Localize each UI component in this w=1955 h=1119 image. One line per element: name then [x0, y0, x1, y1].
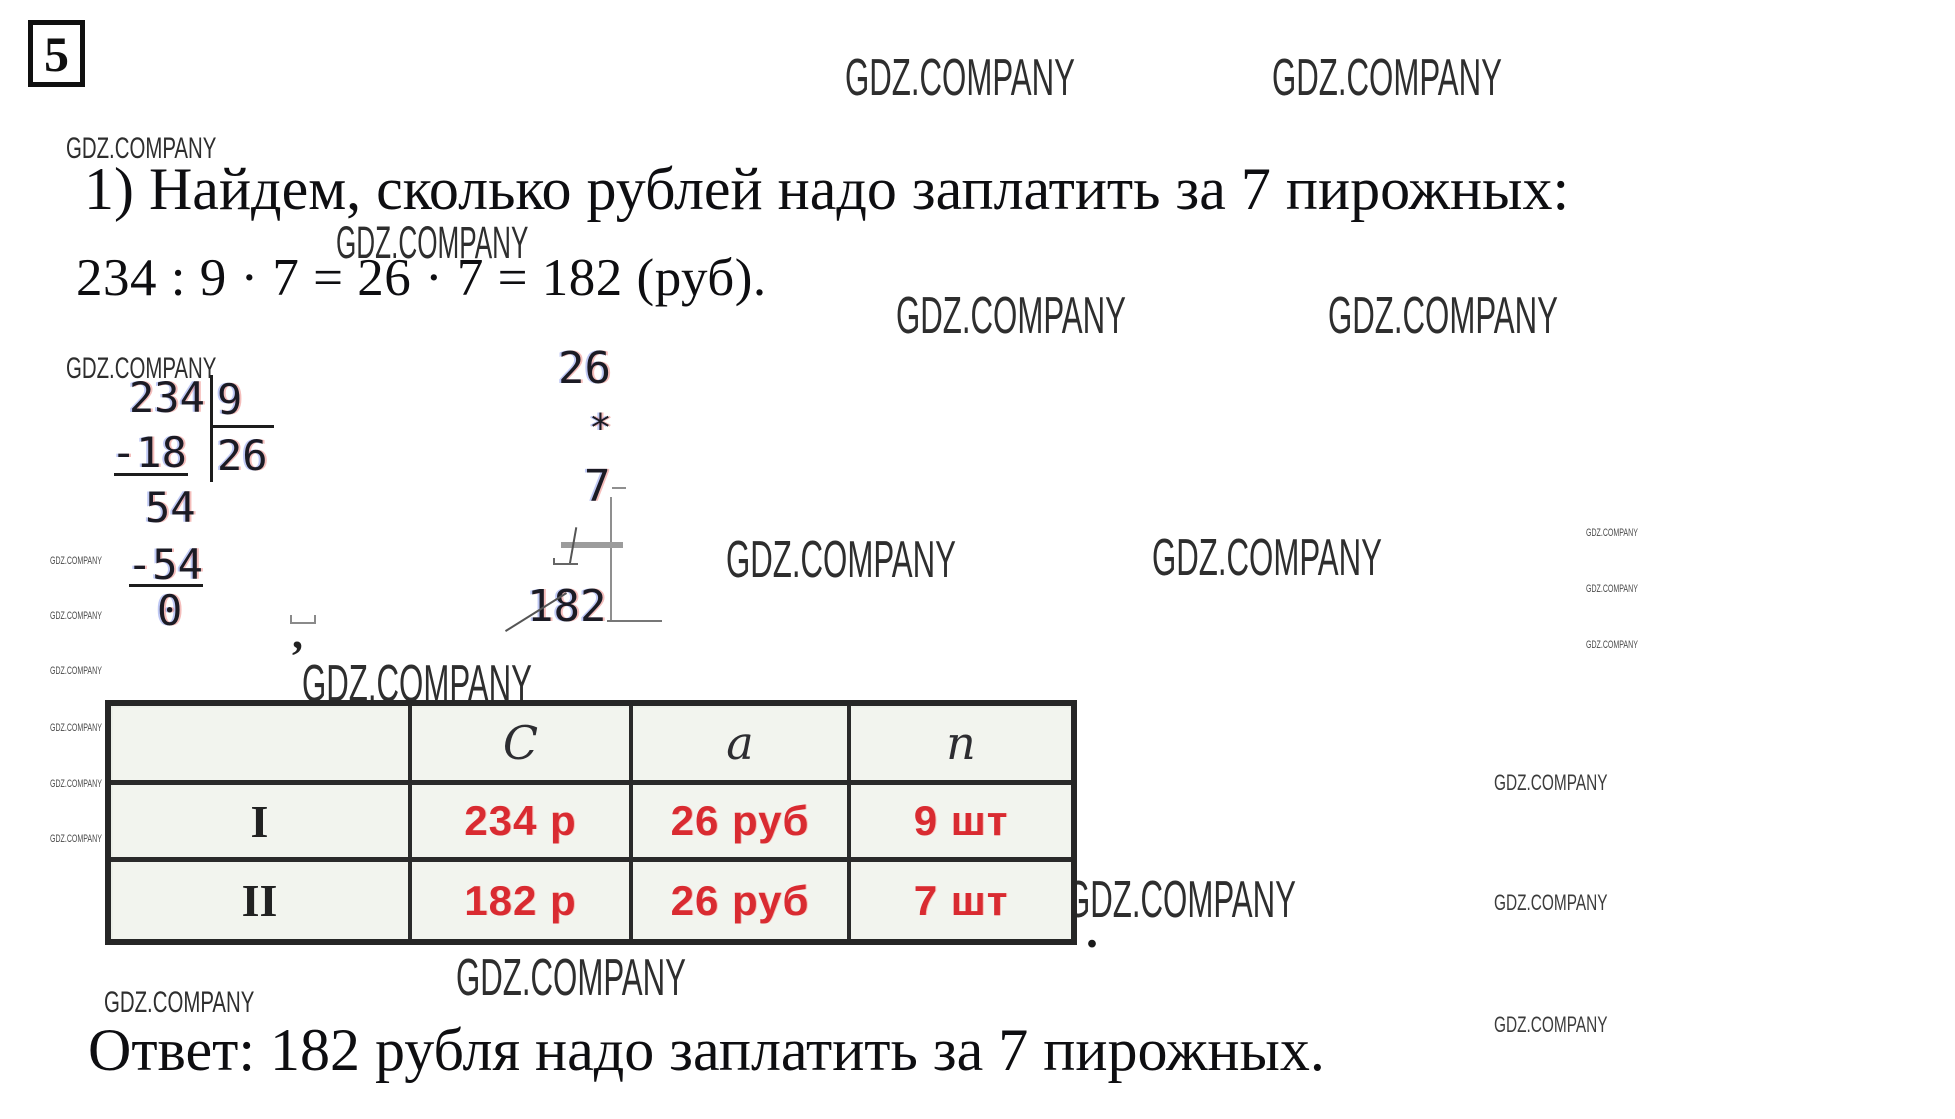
watermark: GDZ.COMPANY — [726, 531, 956, 589]
table-header-c: C — [412, 706, 633, 785]
watermark: GDZ.COMPANY — [1328, 287, 1558, 345]
watermark: GDZ.COMPANY — [66, 352, 217, 385]
watermark: GDZ.COMPANY — [845, 49, 1075, 107]
period-after-table: . — [1086, 905, 1098, 958]
division-step1: -18 — [111, 428, 187, 477]
division-remainder: 0 — [157, 586, 183, 635]
watermark: GDZ.COMPANY — [50, 833, 102, 845]
watermark: GDZ.COMPANY — [336, 217, 529, 268]
watermark: GDZ.COMPANY — [66, 132, 217, 165]
watermark: GDZ.COMPANY — [1494, 890, 1608, 915]
watermark: GDZ.COMPANY — [50, 722, 102, 734]
table-cell-c1: 234 р — [412, 785, 633, 862]
table-cell-c2: 182 р — [412, 862, 633, 939]
watermark: GDZ.COMPANY — [896, 287, 1126, 345]
watermark: GDZ.COMPANY — [50, 665, 102, 677]
table-row-label: I — [111, 785, 412, 862]
exercise-number-badge: 5 — [28, 20, 85, 87]
watermark: GDZ.COMPANY — [1494, 770, 1608, 795]
watermark: GDZ.COMPANY — [1494, 1012, 1608, 1037]
division-rule-2 — [129, 584, 203, 587]
step1-text: 1) Найдем, сколько рублей надо заплатить… — [84, 156, 1570, 222]
multiplication-multiplicand: 26 — [558, 343, 611, 394]
table-cell-a1: 26 руб — [633, 785, 851, 862]
division-step2: 54 — [145, 483, 196, 532]
watermark: GDZ.COMPANY — [1586, 527, 1638, 539]
watermark: GDZ.COMPANY — [1272, 49, 1502, 107]
division-vertical-bar — [210, 375, 213, 482]
scan-artifact-cup — [290, 615, 316, 624]
ratio-table: C a n I 234 р 26 руб 9 шт II 182 р 26 ру… — [105, 700, 1077, 945]
scan-artifact-bracket — [553, 558, 578, 565]
separator-comma: , — [292, 609, 303, 658]
table-row-label: II — [111, 862, 412, 939]
division-step3: -54 — [127, 540, 203, 589]
answer-text: Ответ: 182 рубля надо заплатить за 7 пир… — [88, 1017, 1325, 1083]
watermark: GDZ.COMPANY — [456, 949, 686, 1007]
division-quotient: 26 — [217, 431, 268, 480]
table-cell-a2: 26 руб — [633, 862, 851, 939]
watermark: GDZ.COMPANY — [1152, 529, 1382, 587]
watermark: GDZ.COMPANY — [1066, 871, 1296, 929]
table-cell-n2: 7 шт — [913, 876, 1009, 924]
table-header-a: a — [633, 706, 851, 785]
multiplication-multiplier: 7 — [584, 461, 611, 512]
formula-text: 234 : 9 · 7 = 26 · 7 = 182 (руб). — [76, 249, 767, 307]
multiplication-product: 182 — [527, 581, 607, 632]
division-quotient-rule — [210, 425, 274, 428]
division-rule-1 — [114, 473, 188, 476]
scan-artifact-baseline — [607, 620, 662, 622]
exercise-number: 5 — [44, 25, 69, 82]
scan-artifact-vline — [610, 497, 612, 622]
scan-artifact-tick — [612, 487, 626, 489]
table-cell-n1: 9 шт — [851, 785, 1071, 862]
watermark: GDZ.COMPANY — [1586, 583, 1638, 595]
multiplication-product-rule — [561, 542, 623, 548]
watermark: GDZ.COMPANY — [1586, 639, 1638, 651]
watermark: GDZ.COMPANY — [104, 986, 255, 1019]
watermark: GDZ.COMPANY — [50, 610, 102, 622]
division-dividend: 234 — [129, 373, 205, 422]
watermark: GDZ.COMPANY — [50, 778, 102, 790]
multiplication-operator: * — [589, 406, 612, 450]
watermark: GDZ.COMPANY — [50, 555, 102, 567]
division-divisor: 9 — [217, 375, 243, 424]
table-header-blank — [111, 706, 412, 785]
table-header-n: n — [851, 706, 1071, 785]
